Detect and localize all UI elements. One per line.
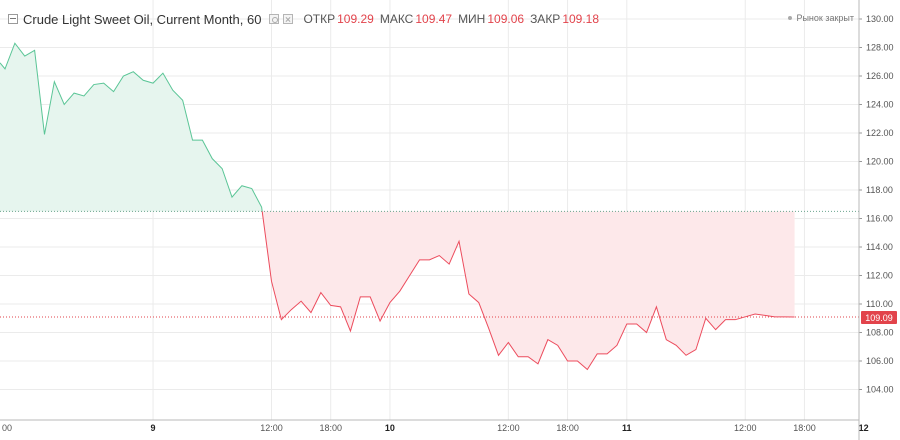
y-tick-label: 130.00 bbox=[866, 14, 894, 24]
reference-lines bbox=[0, 210, 859, 318]
y-tick-label: 104.00 bbox=[866, 385, 894, 395]
y-tick-label: 124.00 bbox=[866, 100, 894, 110]
chart-lines bbox=[0, 42, 795, 371]
close-label: ЗАКР bbox=[530, 12, 561, 26]
x-tick-label: 12 bbox=[859, 423, 869, 433]
x-tick-label: 9 bbox=[151, 423, 156, 433]
status-dot-icon bbox=[788, 16, 793, 20]
y-tick-label: 118.00 bbox=[866, 185, 893, 195]
market-status-text: Рынок закрыт bbox=[796, 13, 854, 23]
low-value: 109.06 bbox=[487, 12, 525, 26]
chart-areas bbox=[0, 43, 795, 370]
y-tick-label: 120.00 bbox=[866, 157, 894, 167]
y-tick-label: 112.00 bbox=[866, 271, 893, 281]
down-series-line bbox=[261, 211, 795, 371]
y-tick-label: 114.00 bbox=[866, 242, 893, 252]
open-label: ОТКР bbox=[303, 12, 336, 26]
x-tick-label: 18:00 bbox=[319, 423, 342, 433]
high-label: МАКС bbox=[379, 12, 414, 26]
open-value: 109.29 bbox=[337, 12, 374, 26]
close-icon[interactable] bbox=[283, 14, 294, 24]
x-tick-label: 12:00 bbox=[734, 423, 757, 433]
up-area bbox=[0, 43, 263, 212]
price-badge: 109.09 bbox=[865, 313, 893, 323]
y-tick-label: 106.00 bbox=[866, 356, 894, 366]
low-label: МИН bbox=[458, 12, 486, 26]
x-tick-label: 18:00 bbox=[556, 423, 579, 433]
chart-header: Crude Light Sweet Oil, Current Month, 60… bbox=[8, 9, 599, 29]
x-tick-label: 11 bbox=[622, 423, 632, 433]
x-tick-label: 18:00 bbox=[793, 423, 816, 433]
y-tick-label: 116.00 bbox=[866, 214, 893, 224]
x-tick-label: 10 bbox=[385, 423, 395, 433]
x-tick-label: 12:00 bbox=[260, 423, 283, 433]
settings-icon[interactable] bbox=[269, 14, 280, 24]
y-tick-label: 108.00 bbox=[866, 328, 894, 338]
price-badge-bg bbox=[861, 311, 897, 324]
y-tick-label: 128.00 bbox=[866, 43, 894, 53]
x-tick-label: 12:00 bbox=[497, 423, 520, 433]
collapse-icon[interactable] bbox=[8, 14, 18, 24]
close-value: 109.18 bbox=[562, 12, 600, 26]
down-area bbox=[262, 211, 795, 370]
chart-title: Crude Light Sweet Oil, Current Month, 60 bbox=[23, 11, 262, 27]
y-tick-label: 122.00 bbox=[866, 128, 894, 138]
high-value: 109.47 bbox=[415, 12, 453, 26]
up-series-line bbox=[0, 42, 263, 212]
market-status: Рынок закрыт bbox=[788, 13, 854, 23]
x-tick-label: 00 bbox=[2, 423, 12, 433]
y-tick-label: 126.00 bbox=[866, 71, 894, 81]
price-badge-group: 109.09 bbox=[861, 311, 897, 324]
y-tick-label: 110.00 bbox=[866, 299, 893, 309]
